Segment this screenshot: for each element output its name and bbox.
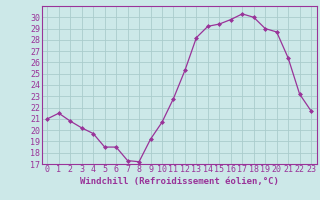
X-axis label: Windchill (Refroidissement éolien,°C): Windchill (Refroidissement éolien,°C)	[80, 177, 279, 186]
